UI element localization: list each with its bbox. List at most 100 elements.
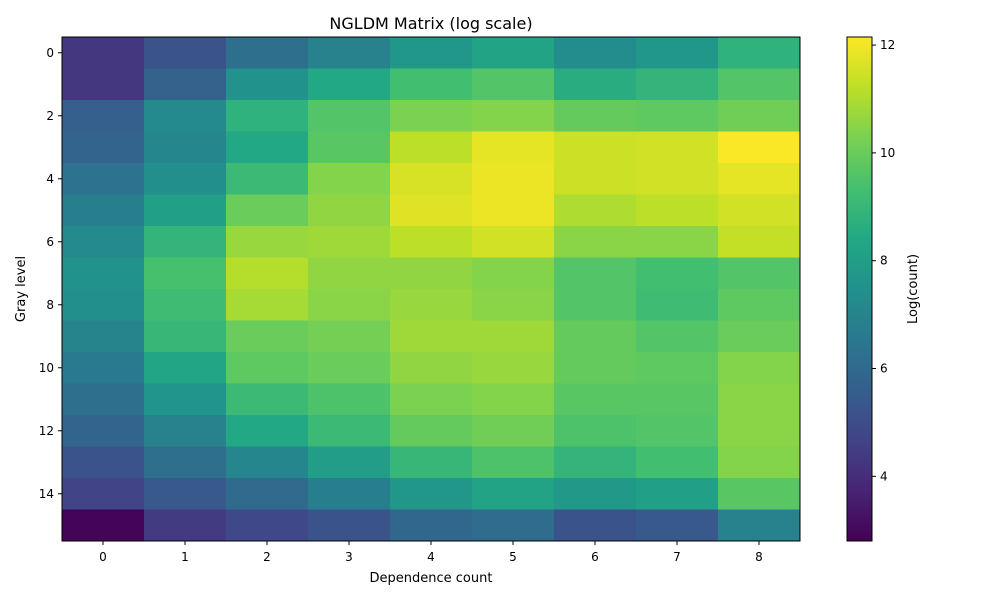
heatmap-cell (144, 68, 227, 101)
heatmap-cell (390, 100, 473, 132)
heatmap-cell (144, 446, 227, 479)
heatmap-cell (718, 509, 801, 542)
heatmap-cell (554, 226, 637, 258)
heatmap-cell (226, 163, 309, 195)
heatmap-cell (390, 37, 473, 69)
heatmap-cell (144, 352, 227, 384)
heatmap-cells (62, 37, 801, 542)
heatmap-cell (226, 446, 309, 479)
heatmap-cell (62, 37, 145, 69)
heatmap-cell (144, 509, 227, 542)
heatmap-cell (472, 509, 555, 542)
x-axis-ticks: 0 1 2 3 4 5 6 7 8 (99, 541, 763, 564)
heatmap-cell (62, 257, 145, 290)
heatmap-cell (636, 163, 719, 195)
x-tick-label: 8 (755, 550, 763, 564)
y-tick-label: 2 (46, 109, 54, 123)
heatmap-cell (226, 226, 309, 258)
heatmap-cell (226, 320, 309, 353)
heatmap-cell (226, 415, 309, 447)
heatmap-cell (144, 163, 227, 195)
heatmap-cell (472, 415, 555, 447)
heatmap-cell (718, 131, 801, 164)
heatmap-cell (472, 68, 555, 101)
heatmap-cell (144, 415, 227, 447)
heatmap-cell (554, 68, 637, 101)
heatmap-cell (308, 37, 391, 69)
heatmap-cell (62, 226, 145, 258)
heatmap-cell (62, 383, 145, 416)
heatmap-cell (636, 194, 719, 227)
heatmap-cell (718, 257, 801, 290)
heatmap-cell (390, 257, 473, 290)
heatmap-cell (390, 68, 473, 101)
heatmap-cell (636, 37, 719, 69)
heatmap-cell (144, 226, 227, 258)
heatmap-cell (308, 446, 391, 479)
colorbar-tick-label: 6 (880, 362, 888, 376)
heatmap-cell (308, 100, 391, 132)
heatmap-cell (554, 100, 637, 132)
heatmap-cell (718, 226, 801, 258)
heatmap-cell (472, 320, 555, 353)
x-tick-label: 5 (509, 550, 517, 564)
y-tick-label: 8 (46, 298, 54, 312)
heatmap-cell (472, 289, 555, 321)
heatmap-cell (144, 320, 227, 353)
heatmap-cell (554, 509, 637, 542)
heatmap-cell (718, 320, 801, 353)
heatmap-cell (636, 100, 719, 132)
heatmap-cell (390, 320, 473, 353)
heatmap-cell (636, 415, 719, 447)
heatmap-cell (554, 257, 637, 290)
heatmap-cell (636, 68, 719, 101)
heatmap-cell (554, 194, 637, 227)
heatmap-cell (308, 163, 391, 195)
heatmap-cell (226, 478, 309, 510)
heatmap-cell (226, 131, 309, 164)
heatmap-cell (226, 352, 309, 384)
heatmap-cell (472, 446, 555, 479)
heatmap-cell (554, 383, 637, 416)
heatmap-cell (226, 289, 309, 321)
colorbar-label: Log(count) (906, 254, 921, 324)
chart-title: NGLDM Matrix (log scale) (329, 14, 532, 33)
colorbar-ticks: 4 6 8 10 12 (872, 38, 895, 483)
heatmap-cell (62, 194, 145, 227)
x-tick-label: 2 (263, 550, 271, 564)
y-tick-label: 10 (39, 361, 54, 375)
heatmap-cell (472, 226, 555, 258)
heatmap-cell (718, 194, 801, 227)
heatmap-cell (62, 68, 145, 101)
heatmap-cell (718, 383, 801, 416)
heatmap-cell (308, 131, 391, 164)
heatmap-cell (62, 509, 145, 542)
heatmap-cell (308, 289, 391, 321)
heatmap-cell (308, 226, 391, 258)
heatmap-cell (390, 289, 473, 321)
heatmap-cell (308, 352, 391, 384)
heatmap-cell (308, 320, 391, 353)
y-axis-label: Gray level (14, 256, 29, 322)
x-axis-label: Dependence count (370, 571, 493, 586)
colorbar-tick-label: 4 (880, 469, 888, 483)
heatmap-cell (390, 509, 473, 542)
heatmap-cell (390, 131, 473, 164)
heatmap-cell (472, 478, 555, 510)
heatmap-cell (554, 446, 637, 479)
heatmap-cell (144, 131, 227, 164)
heatmap-cell (718, 100, 801, 132)
x-tick-label: 6 (591, 550, 599, 564)
heatmap-cell (718, 478, 801, 510)
heatmap-cell (636, 289, 719, 321)
heatmap-cell (144, 289, 227, 321)
heatmap-cell (636, 383, 719, 416)
heatmap-cell (636, 226, 719, 258)
heatmap-cell (472, 257, 555, 290)
y-axis-ticks: 0 2 4 6 8 10 12 14 (39, 46, 62, 501)
heatmap-cell (636, 320, 719, 353)
colorbar-tick-label: 8 (880, 254, 888, 268)
heatmap-cell (390, 194, 473, 227)
heatmap-cell (226, 257, 309, 290)
heatmap-cell (718, 37, 801, 69)
